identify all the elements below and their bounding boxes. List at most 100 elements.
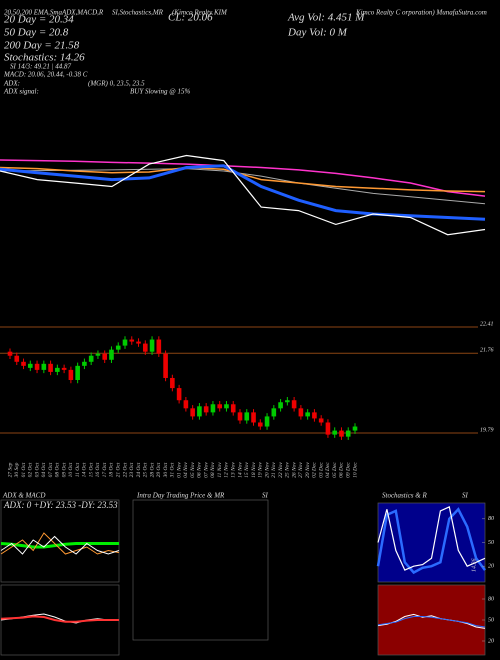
y-tick-label: 20	[488, 564, 494, 570]
x-tick-label: 24 Oct	[135, 462, 142, 477]
si-text: SI 14/3: 49.21 | 44.87	[10, 63, 72, 71]
x-tick-label: 19 Nov	[258, 462, 264, 478]
header-text: 20,50,200 EMA,SmaADX,MACD,R	[4, 9, 104, 17]
x-tick-label: 03 Dec	[318, 462, 324, 478]
x-tick-label: 27 Nov	[298, 462, 304, 478]
x-tick-label: 15 Nov	[244, 462, 250, 478]
x-tick-label: 04 Dec	[324, 462, 331, 478]
x-tick-label: 05 Nov	[190, 462, 196, 478]
candle-body	[251, 412, 256, 423]
x-tick-label: 22 Oct	[122, 462, 128, 477]
y-tick-label: 80	[488, 516, 494, 522]
x-tick-label: 08 Oct	[55, 462, 61, 477]
candle-body	[109, 349, 114, 360]
panel	[132, 499, 269, 641]
candle-body	[82, 361, 87, 366]
candle-body	[27, 363, 33, 368]
x-tick-label: 25 Oct	[143, 462, 149, 477]
candle-body	[318, 418, 324, 423]
adx-text: BUY Slowing @ 15%	[130, 88, 190, 96]
panel-title: ADX & MACD	[2, 492, 45, 500]
header-text: (Kimco Realty KIM	[172, 9, 228, 17]
adx-text: (MGR) 0, 23.5, 23.5	[88, 80, 145, 88]
x-tick-label: 28 Oct	[149, 462, 155, 477]
candle-body	[183, 400, 189, 409]
candle-body	[68, 369, 74, 380]
x-tick-label: 08 Nov	[210, 462, 216, 478]
candle-body	[75, 365, 80, 380]
panel	[377, 584, 486, 656]
ma-text: 200 Day = 21.58	[4, 40, 80, 52]
candle-body	[257, 422, 263, 427]
candle-body	[210, 404, 216, 413]
candle-body	[170, 377, 175, 389]
y-tick-label: 50	[488, 540, 494, 546]
x-tick-label: 06 Dec	[339, 462, 345, 478]
candle-body	[339, 430, 344, 437]
series-line	[0, 615, 119, 623]
x-tick-label: 11 Oct	[75, 462, 81, 477]
candle-body	[21, 361, 26, 366]
series-line	[377, 616, 486, 628]
y-tick-label: 50	[488, 617, 494, 623]
x-tick-label: 30 Oct	[163, 462, 169, 478]
x-tick-label: 26 Nov	[291, 462, 297, 478]
ma-text: 50 Day = 20.8	[4, 27, 69, 39]
candle-body	[305, 412, 310, 417]
series-line	[0, 532, 120, 555]
panel	[0, 499, 120, 583]
series-line	[376, 507, 486, 575]
x-tick-label: 10 Oct	[68, 462, 74, 477]
candle-body	[230, 404, 236, 413]
series-line	[0, 164, 486, 221]
x-tick-label: 01 Oct	[21, 462, 27, 477]
x-tick-label: 18 Oct	[109, 462, 115, 477]
header-text: SI,Stochastics,MR	[112, 9, 164, 17]
candle-body	[136, 341, 141, 344]
macd-text: MACD: 20.06, 20.44, -0.38 C	[3, 71, 88, 79]
x-tick-label: 31 Oct	[170, 462, 176, 478]
candle-body	[149, 339, 155, 352]
series-line	[0, 535, 120, 555]
candle-body	[129, 339, 135, 342]
adx-text: ADX:	[3, 80, 20, 88]
x-tick-label: 23 Oct	[129, 462, 135, 477]
x-tick-label: 13 Nov	[231, 462, 237, 478]
y-tick-label: 80	[488, 596, 494, 602]
x-tick-label: 29 Nov	[305, 462, 311, 478]
x-tick-label: 07 Nov	[203, 462, 209, 478]
x-tick-label: 01 Nov	[176, 462, 182, 478]
candle-body	[298, 408, 304, 417]
x-tick-label: 09 Oct	[61, 462, 67, 477]
candle-body	[278, 402, 283, 409]
candle-body	[312, 412, 317, 419]
candle-body	[115, 345, 121, 350]
x-tick-label: 04 Oct	[40, 462, 47, 477]
candle-body	[217, 404, 223, 409]
candle-body	[34, 363, 40, 370]
header-text: Kimco Realty C	[355, 9, 401, 17]
avg-vol: Avg Vol: 4.451 M	[287, 12, 365, 24]
x-tick-label: 06 Nov	[197, 462, 203, 478]
series-line	[0, 166, 486, 193]
candle-body	[271, 408, 277, 417]
x-tick-label: 12 Nov	[224, 462, 230, 478]
panel-title: SI	[262, 492, 269, 500]
x-tick-label: 14 Nov	[236, 462, 243, 478]
x-tick-label: 22 Nov	[278, 462, 284, 478]
series-line	[0, 154, 486, 236]
candle-body	[55, 367, 60, 372]
x-tick-label: 05 Dec	[332, 462, 338, 478]
candle-body	[237, 412, 243, 421]
x-tick-label: 15 Oct	[88, 462, 94, 477]
x-tick-label: 04 Nov	[182, 462, 189, 478]
x-tick-label: 02 Oct	[28, 462, 34, 477]
candle-body	[88, 355, 94, 362]
y-tick-label: 21.76	[480, 348, 494, 354]
candle-body	[102, 353, 108, 360]
x-tick-label: 21 Oct	[116, 462, 122, 477]
candle-body	[142, 343, 148, 352]
series-line	[377, 613, 486, 629]
x-tick-label: 07 Oct	[48, 462, 54, 477]
